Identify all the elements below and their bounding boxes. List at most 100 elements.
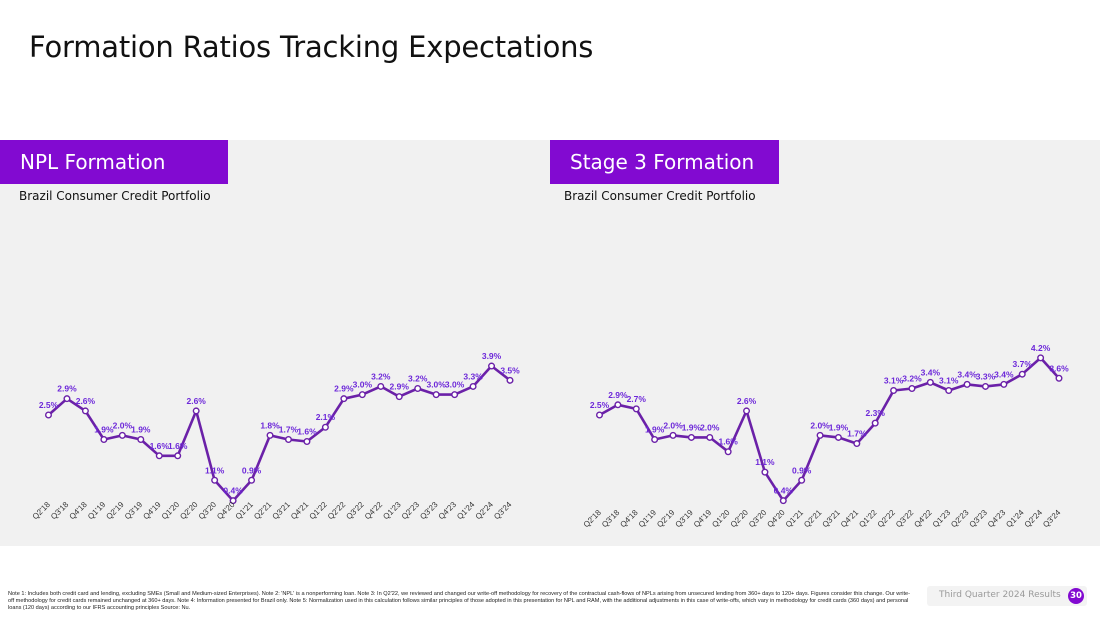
page-number: 30 [1068,588,1084,604]
data-point [414,384,422,392]
data-label: 2.0% [810,420,830,430]
footer-label: Third Quarter 2024 Results [939,590,1061,600]
data-point [63,395,71,403]
data-label: 2.0% [700,422,720,432]
x-tick-label: Q4'18 [618,508,640,530]
data-point [469,382,477,390]
data-label: 4.2% [1031,343,1051,353]
footer-badge: Third Quarter 2024 Results 30 [927,586,1087,606]
x-tick-label: Q2'20 [729,508,751,530]
x-tick-label: Q2'19 [104,500,126,522]
data-point [321,423,329,431]
x-tick-label: Q2'22 [326,500,348,522]
data-label: 3.6% [1049,363,1069,373]
data-label: 3.0% [445,380,465,390]
x-tick-label: Q4'23 [437,500,459,522]
data-label: 3.4% [957,369,977,379]
data-label: 3.1% [939,376,959,386]
x-tick-label: Q4'20 [765,508,787,530]
data-point [908,384,916,392]
x-tick-label: Q1'21 [784,508,806,530]
data-point [834,433,842,441]
x-tick-label: Q4'19 [141,500,163,522]
stage3-formation-subtitle: Brazil Consumer Credit Portfolio [564,189,756,203]
data-label: 1.8% [260,420,280,430]
data-point [596,411,604,419]
data-label: 1.9% [645,424,665,434]
footnote-text: Note 1: Includes both credit card and le… [8,591,910,611]
data-label: 2.9% [334,384,354,394]
data-point [340,395,348,403]
x-tick-label: Q4'22 [363,500,385,522]
data-point [816,431,824,439]
data-point [174,452,182,460]
data-label: 3.4% [994,369,1014,379]
data-point [1000,380,1008,388]
data-label: 3.1% [884,376,904,386]
x-tick-label: Q3'24 [1041,508,1063,530]
data-label: 2.6% [186,396,206,406]
x-tick-label: Q3'23 [968,508,990,530]
data-label: 1.9% [829,422,849,432]
x-tick-label: Q2'24 [474,500,496,522]
data-point [963,380,971,388]
data-point [669,431,677,439]
x-tick-label: Q1'20 [160,500,182,522]
x-tick-label: Q1'21 [234,500,256,522]
data-label: 0.4% [223,486,243,496]
x-tick-label: Q3'18 [600,508,622,530]
data-point [632,405,640,413]
data-point [432,391,440,399]
x-tick-label: Q3'20 [197,500,219,522]
data-point [687,433,695,441]
x-tick-label: Q3'24 [492,500,514,522]
data-point [192,407,200,415]
data-label: 1.6% [718,437,738,447]
x-tick-label: Q3'19 [674,508,696,530]
data-label: 3.5% [500,365,520,375]
data-point [651,435,659,443]
x-tick-label: Q1'23 [931,508,953,530]
data-point [761,468,769,476]
data-point [706,433,714,441]
data-point [137,435,145,443]
x-tick-label: Q3'20 [747,508,769,530]
data-label: 3.9% [482,351,502,361]
data-label: 3.3% [976,371,996,381]
slide-title: Formation Ratios Tracking Expectations [29,30,594,64]
data-label: 1.6% [297,427,317,437]
x-tick-label: Q3'22 [344,500,366,522]
x-tick-label: Q2'23 [400,500,422,522]
data-label: 1.7% [847,429,867,439]
x-tick-label: Q2'20 [178,500,200,522]
data-label: 1.1% [755,457,775,467]
stage3-formation-header: Stage 3 Formation [550,140,779,184]
x-tick-label: Q2'21 [802,508,824,530]
x-tick-label: Q2'18 [31,500,53,522]
data-label: 1.6% [168,441,188,451]
data-label: 3.0% [353,380,373,390]
data-point [853,440,861,448]
npl-formation-header: NPL Formation [0,140,228,184]
data-point [118,431,126,439]
data-point [1055,374,1063,382]
x-tick-label: Q1'24 [455,500,477,522]
data-point [358,391,366,399]
data-label: 2.5% [590,400,610,410]
data-label: 1.6% [150,441,170,451]
x-tick-label: Q1'24 [1004,508,1026,530]
data-point [395,393,403,401]
data-label: 2.6% [76,396,96,406]
data-label: 2.0% [113,420,133,430]
data-point [266,431,274,439]
data-label: 3.2% [371,371,391,381]
data-point [211,476,219,484]
data-point [377,382,385,390]
data-point [1037,354,1045,362]
x-tick-label: Q2'19 [655,508,677,530]
data-point [248,476,256,484]
data-label: 1.1% [205,465,225,475]
data-label: 1.9% [131,424,151,434]
data-label: 3.4% [921,367,941,377]
data-label: 1.9% [682,422,702,432]
